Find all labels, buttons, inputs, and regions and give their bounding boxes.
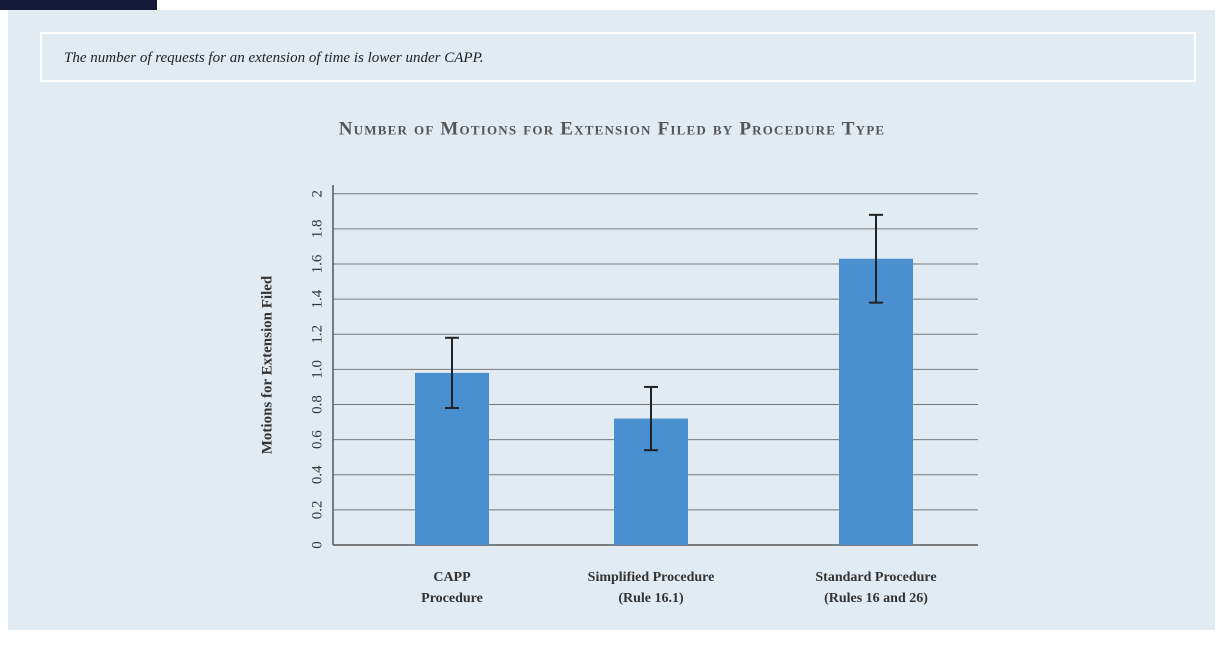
x-tick-label: Procedure <box>421 591 483 606</box>
y-axis-label: Motions for Extension Filed <box>259 275 275 454</box>
x-tick-label: CAPP <box>433 570 471 585</box>
bar <box>839 258 913 545</box>
error-bar <box>644 385 658 452</box>
y-tick-label: 0 <box>309 541 325 549</box>
y-tick-label: 0.4 <box>309 465 325 484</box>
y-tick-label: 1.6 <box>309 254 325 273</box>
header-tab <box>0 0 157 10</box>
y-tick-label: 1.4 <box>309 289 325 308</box>
x-tick-label: Standard Procedure <box>815 570 936 585</box>
chart-title: Number of Motions for Extension Filed by… <box>339 118 885 139</box>
x-tick-label: (Rule 16.1) <box>618 591 684 606</box>
y-tick-label: 2 <box>309 190 325 198</box>
y-tick-label: 1.2 <box>309 325 325 344</box>
y-tick-label: 0.2 <box>309 501 325 520</box>
y-tick-label: 0.6 <box>309 430 325 449</box>
x-tick-label: Simplified Procedure <box>588 570 715 585</box>
x-tick-label: (Rules 16 and 26) <box>824 591 928 606</box>
panel <box>8 10 1215 630</box>
caption: The number of requests for an extension … <box>40 32 1196 82</box>
y-tick-label: 1.0 <box>309 360 325 379</box>
error-bar <box>445 336 459 410</box>
y-tick-label: 1.8 <box>309 220 325 239</box>
y-tick-label: 0.8 <box>309 395 325 414</box>
error-bar <box>869 213 883 304</box>
